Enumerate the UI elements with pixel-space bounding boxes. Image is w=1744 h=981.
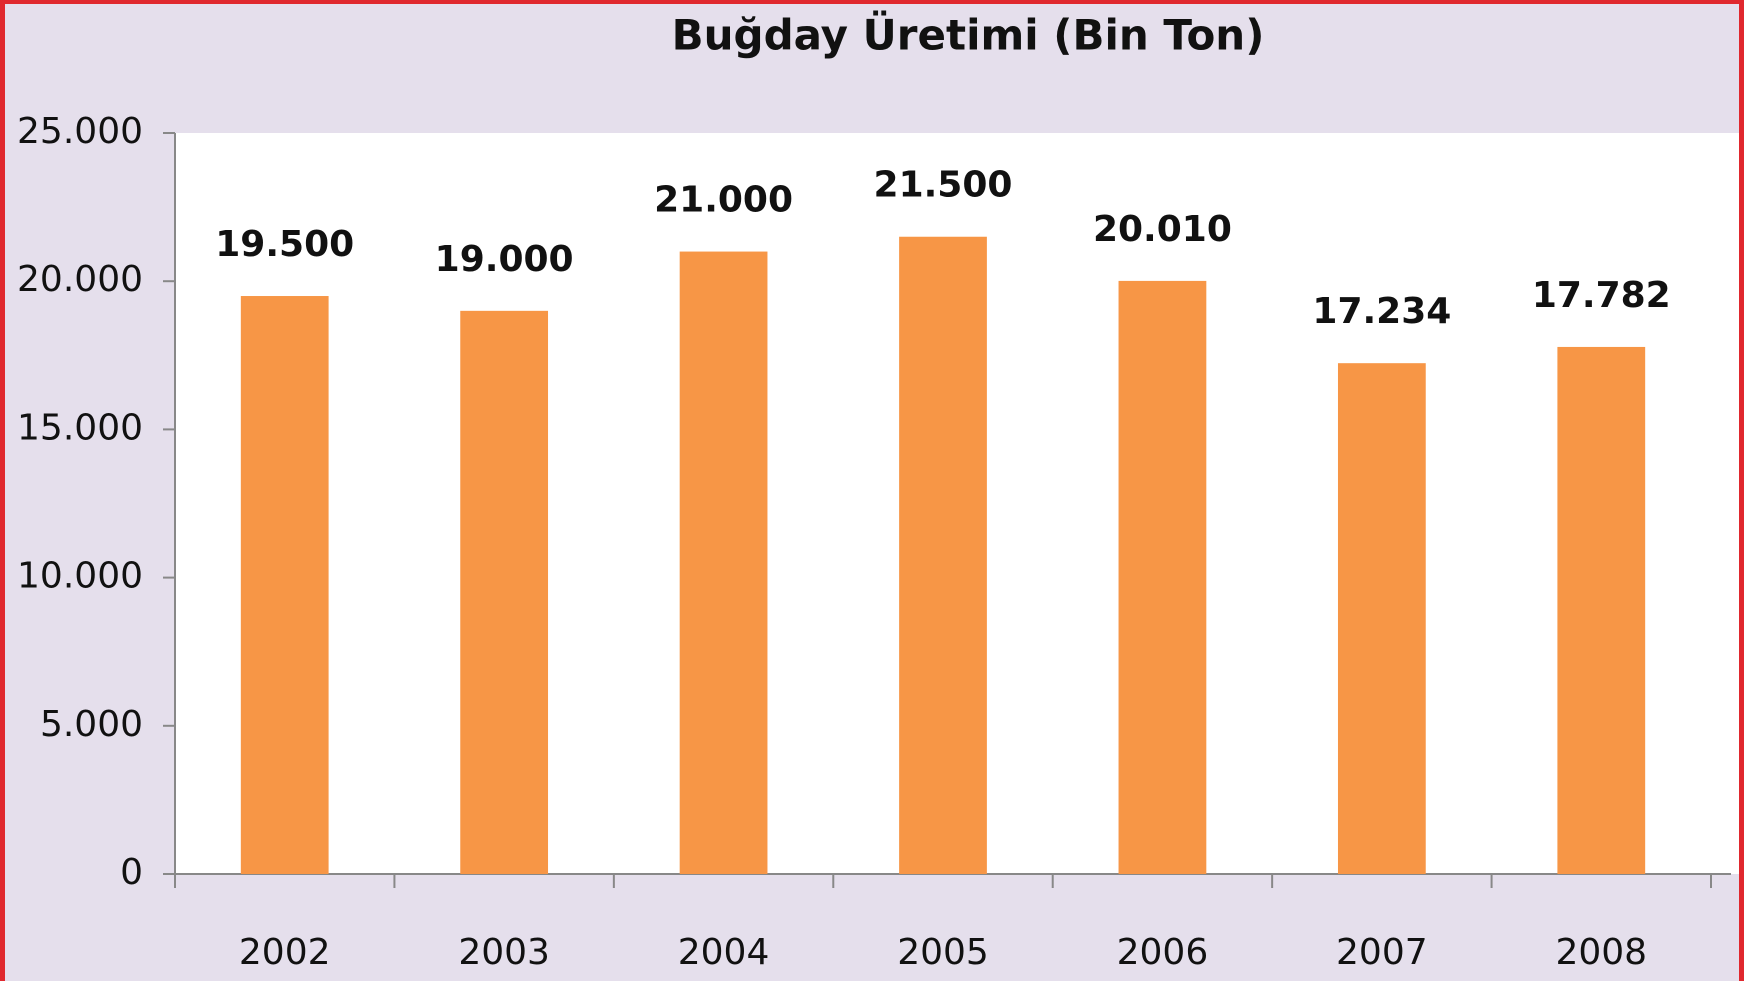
chart-title: Buğday Üretimi (Bin Ton) [672, 10, 1265, 60]
bar [1337, 363, 1426, 874]
y-tick-label: 25.000 [17, 111, 143, 152]
x-tick-label: 2006 [1117, 932, 1209, 973]
bar [899, 236, 987, 875]
border-top [0, 0, 1744, 4]
y-tick-label: 10.000 [17, 556, 143, 597]
bar [460, 310, 549, 875]
data-label: 17.234 [1312, 291, 1451, 332]
data-label: 21.000 [654, 180, 793, 221]
y-tick-label: 5.000 [40, 704, 143, 745]
data-label: 19.500 [215, 224, 354, 265]
data-label: 21.500 [874, 165, 1013, 206]
x-tick-label: 2003 [458, 932, 550, 973]
x-tick-label: 2008 [1555, 932, 1647, 973]
y-tick-label: 15.000 [17, 407, 143, 448]
border-right [1739, 0, 1744, 981]
y-tick-label: 0 [120, 852, 143, 893]
bar [679, 251, 768, 874]
x-tick-label: 2004 [678, 932, 770, 973]
x-tick-label: 2007 [1336, 932, 1428, 973]
y-tick-label: 20.000 [17, 259, 143, 300]
data-label: 17.782 [1532, 275, 1671, 316]
bar [240, 296, 329, 874]
x-tick-label: 2005 [897, 932, 989, 973]
x-tick-label: 2002 [239, 932, 331, 973]
border-left [0, 0, 5, 981]
data-label: 20.010 [1093, 209, 1232, 250]
bar [1557, 346, 1646, 874]
data-label: 19.000 [435, 239, 574, 280]
bar [1118, 280, 1207, 875]
